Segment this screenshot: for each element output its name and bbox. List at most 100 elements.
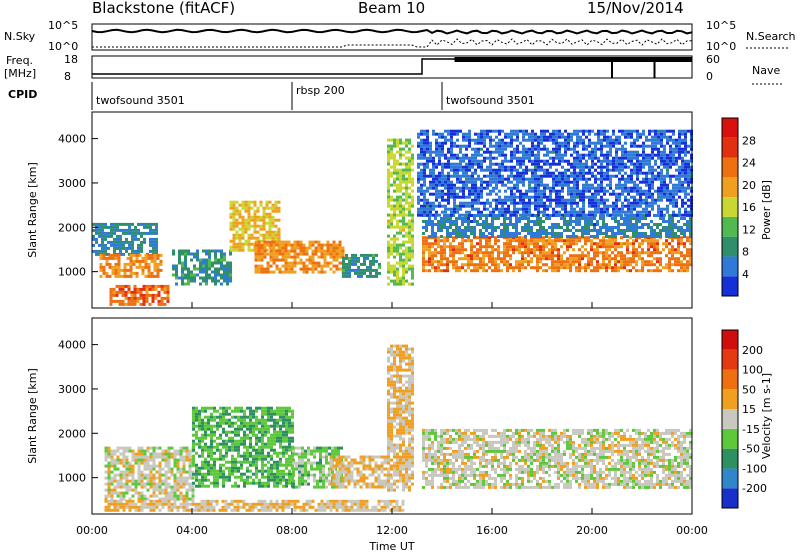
heat-cell-0 bbox=[107, 482, 111, 486]
heat-cell-8 bbox=[683, 245, 686, 249]
heat-cell-10 bbox=[534, 198, 537, 202]
heat-cell-7 bbox=[402, 234, 405, 238]
heat-cell-10 bbox=[621, 174, 624, 178]
heat-cell-10 bbox=[591, 201, 594, 205]
heat-cell-10 bbox=[489, 162, 492, 166]
heat-cell-10 bbox=[615, 210, 618, 214]
heat-cell-10 bbox=[462, 168, 465, 172]
heat-cell-10 bbox=[669, 138, 672, 142]
heat-cell-10 bbox=[615, 156, 618, 160]
heat-cell-0 bbox=[134, 455, 138, 459]
heat-cell-0 bbox=[104, 234, 107, 238]
heat-cell-1 bbox=[159, 268, 163, 272]
heat-cell-7 bbox=[408, 225, 411, 229]
heat-cell-8 bbox=[509, 263, 512, 267]
heat-cell-10 bbox=[510, 195, 513, 199]
heat-cell-10 bbox=[444, 198, 447, 202]
heat-cell-5 bbox=[272, 246, 276, 250]
heat-cell-10 bbox=[450, 141, 453, 145]
heat-cell-8 bbox=[509, 242, 512, 246]
heat-cell-8 bbox=[671, 254, 674, 258]
heat-cell-8 bbox=[635, 254, 638, 258]
heat-cell-8 bbox=[515, 245, 518, 249]
heat-cell-10 bbox=[420, 141, 423, 145]
heat-cell-2 bbox=[109, 290, 113, 294]
heat-cell-1 bbox=[132, 253, 136, 257]
heat-cell-10 bbox=[423, 144, 426, 148]
heat-cell-0 bbox=[110, 461, 114, 465]
heat-cell-8 bbox=[626, 257, 629, 261]
heat-cell-3 bbox=[205, 273, 208, 277]
heat-cell-7 bbox=[387, 159, 390, 163]
heat-cell-10 bbox=[423, 213, 426, 217]
heat-cell-10 bbox=[432, 171, 435, 175]
heat-cell-10 bbox=[501, 168, 504, 172]
heat-cell-8 bbox=[458, 266, 461, 270]
heat-cell-10 bbox=[657, 141, 660, 145]
heat-cell-0 bbox=[152, 243, 155, 247]
heat-cell-8 bbox=[566, 257, 569, 261]
heat-cell-5 bbox=[323, 249, 327, 253]
heat-cell-9 bbox=[539, 232, 542, 235]
heat-cell-10 bbox=[450, 183, 453, 187]
cpid-segment-0: twofsound 3501 bbox=[96, 94, 185, 107]
heat-cell-0 bbox=[152, 491, 156, 495]
heat-cell-8 bbox=[683, 269, 686, 273]
heat-cell-10 bbox=[495, 147, 498, 151]
heat-cell-5 bbox=[293, 246, 297, 250]
heat-cell-3 bbox=[193, 252, 196, 256]
heat-cell-10 bbox=[459, 159, 462, 163]
nave-tick-top: 60 bbox=[706, 53, 720, 66]
heat-cell-0 bbox=[101, 222, 104, 226]
heat-cell-0 bbox=[179, 473, 183, 477]
heat-cell-10 bbox=[651, 156, 654, 160]
heat-cell-10 bbox=[621, 162, 624, 166]
heat-cell-0 bbox=[116, 225, 119, 229]
heat-cell-8 bbox=[437, 239, 440, 243]
heat-cell-7 bbox=[390, 264, 393, 268]
heat-cell-10 bbox=[630, 168, 633, 172]
heat-cell-4 bbox=[238, 212, 242, 216]
heat-cell-10 bbox=[453, 168, 456, 172]
heat-cell-10 bbox=[630, 180, 633, 184]
heat-cell-2 bbox=[145, 293, 149, 297]
heat-cell-10 bbox=[657, 147, 660, 151]
heat-cell-10 bbox=[474, 192, 477, 196]
heat-cell-10 bbox=[546, 213, 549, 217]
heat-cell-10 bbox=[681, 186, 684, 190]
heat-cell-9 bbox=[632, 223, 635, 226]
heat-cell-10 bbox=[522, 183, 525, 187]
heat-cell-9 bbox=[464, 226, 467, 229]
heat-cell-7 bbox=[402, 273, 405, 277]
heat-cell-10 bbox=[552, 174, 555, 178]
heat-cell-8 bbox=[440, 263, 443, 267]
freq-tick-bottom: 8 bbox=[64, 70, 71, 83]
heat-cell-7 bbox=[399, 258, 402, 262]
heat-cell-9 bbox=[599, 226, 602, 229]
heat-cell-0 bbox=[167, 461, 171, 465]
heat-cell-1 bbox=[126, 268, 130, 272]
heat-cell-3 bbox=[181, 270, 184, 274]
heat-cell-8 bbox=[548, 248, 551, 252]
heat-cell-10 bbox=[444, 141, 447, 145]
heat-cell-5 bbox=[254, 267, 258, 271]
heat-cell-0 bbox=[95, 237, 98, 241]
heat-cell-9 bbox=[626, 229, 629, 232]
heat-cell-10 bbox=[681, 198, 684, 202]
heat-cell-10 bbox=[675, 183, 678, 187]
heat-cell-8 bbox=[479, 245, 482, 249]
heat-cell-10 bbox=[576, 210, 579, 214]
heat-cell-10 bbox=[573, 168, 576, 172]
heat-cell-9 bbox=[647, 223, 650, 226]
heat-cell-0 bbox=[128, 497, 132, 501]
heat-cell-10 bbox=[528, 201, 531, 205]
heat-cell-10 bbox=[660, 153, 663, 157]
heat-cell-10 bbox=[444, 186, 447, 190]
heat-cell-10 bbox=[477, 150, 480, 154]
heat-cell-5 bbox=[278, 270, 282, 274]
heat-cell-3 bbox=[202, 261, 205, 265]
heat-cell-8 bbox=[677, 242, 680, 246]
heat-cell-10 bbox=[531, 138, 534, 142]
heat-cell-8 bbox=[599, 263, 602, 267]
heat-cell-10 bbox=[510, 144, 513, 148]
